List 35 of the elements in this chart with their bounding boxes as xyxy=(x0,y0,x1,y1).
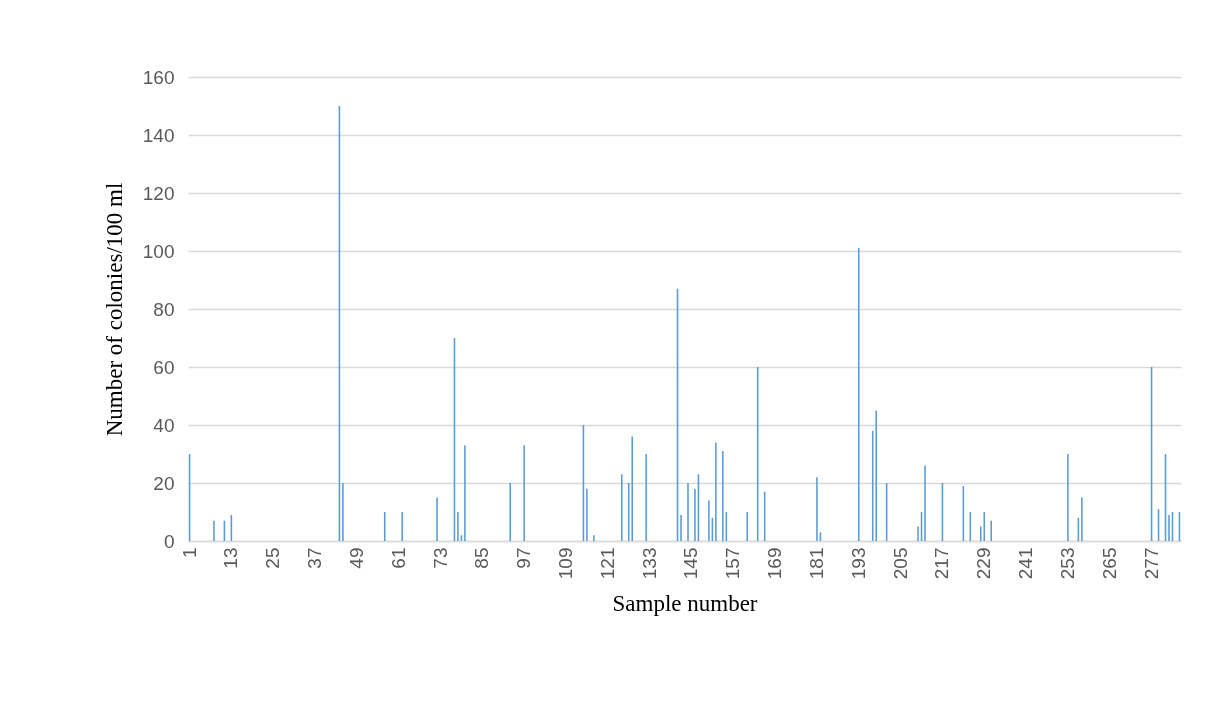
x-tick-label: 61 xyxy=(387,547,409,569)
x-tick-label: 85 xyxy=(471,547,493,569)
y-tick-label: 20 xyxy=(153,472,175,494)
x-tick-label: 133 xyxy=(638,547,660,580)
x-tick-label: 157 xyxy=(722,547,744,580)
y-tick-label: 0 xyxy=(163,530,175,552)
x-tick-label: 49 xyxy=(345,547,367,569)
y-tick-label: 160 xyxy=(142,66,175,88)
x-tick-label: 193 xyxy=(847,547,869,580)
x-tick-label: 1 xyxy=(178,547,200,559)
x-tick-label: 25 xyxy=(262,547,284,569)
y-tick-label: 80 xyxy=(153,298,175,320)
y-tick-label: 120 xyxy=(142,182,175,204)
y-tick-label: 60 xyxy=(153,356,175,378)
x-tick-label: 241 xyxy=(1015,547,1037,580)
y-tick-label: 140 xyxy=(142,124,175,146)
y-axis-title: Number of colonies/100 ml xyxy=(101,182,127,437)
x-tick-label: 37 xyxy=(304,547,326,569)
x-tick-label: 229 xyxy=(973,547,995,580)
x-tick-label: 73 xyxy=(429,547,451,569)
x-tick-label: 169 xyxy=(764,547,786,580)
x-tick-label: 13 xyxy=(220,547,242,569)
x-tick-label: 277 xyxy=(1140,547,1162,580)
x-tick-label: 217 xyxy=(931,547,953,580)
x-tick-label: 205 xyxy=(889,547,911,580)
x-tick-label: 181 xyxy=(805,547,827,580)
x-tick-label: 145 xyxy=(680,547,702,580)
x-tick-label: 97 xyxy=(513,547,535,569)
y-tick-label: 100 xyxy=(142,240,175,262)
x-tick-label: 265 xyxy=(1098,547,1120,580)
x-tick-label: 109 xyxy=(554,547,576,580)
y-tick-label: 40 xyxy=(153,414,175,436)
x-tick-label: 253 xyxy=(1056,547,1078,580)
x-axis-title: Sample number xyxy=(612,591,758,617)
x-tick-label: 121 xyxy=(596,547,618,580)
